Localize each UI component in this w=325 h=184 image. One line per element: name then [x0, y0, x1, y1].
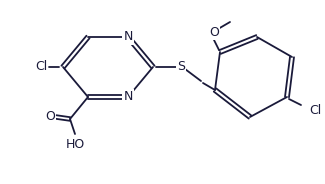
Text: Cl: Cl [35, 61, 47, 73]
Text: O: O [45, 111, 55, 123]
Text: N: N [123, 91, 133, 103]
Text: S: S [177, 61, 185, 73]
Text: Cl: Cl [309, 105, 321, 118]
Text: N: N [123, 31, 133, 43]
Text: HO: HO [65, 137, 84, 151]
Text: O: O [209, 26, 219, 38]
